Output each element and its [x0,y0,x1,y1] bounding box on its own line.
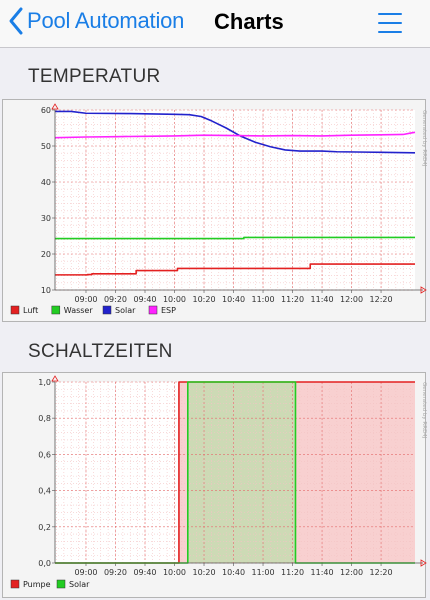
temperature-chart: 10 20 30 40 50 60 09:00 09:20 09:40 10:00 10:20 10:… [10,103,427,315]
series-line-esp [54,131,416,139]
plot-area [55,110,415,290]
legend-label-wasser: Wasser [64,306,94,315]
y-tick-label: 0,4 [38,487,51,496]
y-tick-label: 0,8 [38,414,51,423]
x-tick-label: 09:00 [74,295,97,304]
x-tick-label: 10:40 [222,568,245,577]
y-tick-label: 50 [41,142,51,151]
switching-chart: 0,0 0,2 0,4 0,6 0,8 1,0 09:00 09:20 09:40 10:00 10… [10,375,427,589]
y-tick-label: 10 [41,286,51,295]
x-tick-label: 11:20 [281,295,304,304]
legend-swatch-luft [10,305,20,315]
x-tick-label: 09:40 [133,568,156,577]
x-tick-label: 10:00 [163,295,186,304]
navigation-bar: Pool Automation Charts [0,0,430,48]
x-axis-arrow [420,559,427,567]
x-tick-label: 09:20 [104,295,127,304]
series-line-wasser [55,236,415,240]
x-tick-label: 12:00 [340,295,363,304]
x-tick-label: 10:20 [192,295,215,304]
rrd4j-watermark: Generated by RRD4J [421,382,427,439]
x-tick-label: 11:00 [252,295,275,304]
x-tick-label: 11:40 [311,568,334,577]
y-tick-label: 0,0 [38,559,51,568]
y-tick-label: 30 [41,214,51,223]
hamburger-menu-icon[interactable] [378,12,404,34]
y-axis-arrow [51,103,59,110]
x-tick-label: 12:20 [370,568,393,577]
page-title: Charts [214,9,284,34]
back-button[interactable]: Pool Automation [8,6,184,36]
legend-label-esp: ESP [161,306,176,315]
chevron-left-icon [9,7,23,35]
y-tick-label: 60 [41,106,51,115]
x-tick-label: 12:00 [340,568,363,577]
legend-swatch-wasser [51,305,61,315]
y-axis-arrow [51,375,59,382]
series-line-solar [55,110,416,154]
y-tick-label: 0,6 [38,450,51,459]
back-button-label: Pool Automation [27,8,185,33]
switching-section-title: SCHALTZEITEN [28,341,173,362]
legend-label-solar: Solar [69,580,90,589]
legend-label-luft: Luft [23,306,38,315]
x-axis-arrow [420,286,427,294]
x-tick-label: 11:20 [281,568,304,577]
y-tick-label: 0,2 [38,523,51,532]
rrd4j-watermark: Generated by RRD4J [421,110,427,167]
legend-swatch-esp [148,305,158,315]
temperature-chart-card: 10 20 30 40 50 60 09:00 09:20 09:40 10:00 10:20 10:… [2,99,427,322]
x-tick-label: 11:00 [252,568,275,577]
legend-label-pumpe: Pumpe [23,580,51,589]
x-tick-label: 10:20 [192,568,215,577]
legend-swatch-solar [56,579,66,589]
series-area-solar [55,382,415,563]
x-tick-label: 11:40 [311,295,334,304]
x-tick-label: 09:20 [104,568,127,577]
x-tick-label: 10:00 [163,568,186,577]
y-tick-label: 20 [41,250,51,259]
y-tick-label: 40 [41,178,51,187]
temperature-section-title: TEMPERATUR [28,66,161,87]
x-tick-label: 10:40 [222,295,245,304]
legend-swatch-pumpe [10,579,20,589]
x-tick-label: 12:20 [370,295,393,304]
x-tick-label: 09:00 [74,568,97,577]
switching-chart-card: 0,0 0,2 0,4 0,6 0,8 1,0 09:00 09:20 09:40 10:00 10… [2,372,427,598]
legend-label-solar: Solar [115,306,136,315]
legend-swatch-solar [102,305,112,315]
series-line-luft [55,263,415,276]
x-tick-label: 09:40 [133,295,156,304]
y-tick-label: 1,0 [38,378,51,387]
